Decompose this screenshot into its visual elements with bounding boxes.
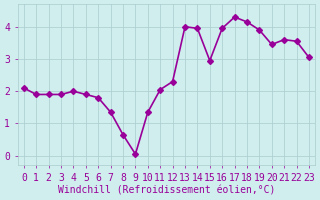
X-axis label: Windchill (Refroidissement éolien,°C): Windchill (Refroidissement éolien,°C)	[58, 186, 275, 196]
